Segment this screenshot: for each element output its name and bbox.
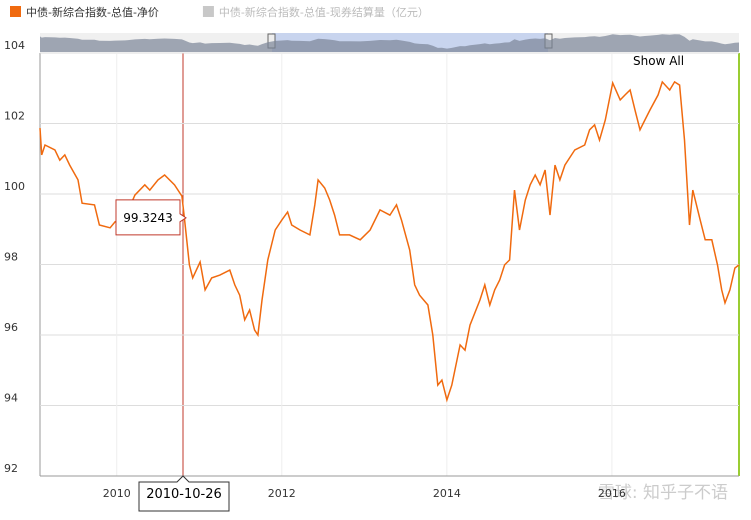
y-tick-label: 98 [4, 251, 18, 264]
watermark: 雪球: 知乎子不语 [598, 483, 728, 503]
legend-label[interactable]: 中债-新综合指数-总值-净价 [26, 5, 159, 19]
navigator-series [40, 34, 739, 52]
y-tick-label: 102 [4, 110, 25, 123]
legend-label[interactable]: 中债-新综合指数-总值-现券结算量（亿元） [219, 5, 429, 19]
legend-swatch[interactable] [202, 6, 214, 17]
tooltip-date-box [138, 475, 230, 512]
tooltip-date: 2010-10-26 [146, 487, 222, 502]
show-all-button[interactable]: Show All [633, 54, 684, 68]
tooltip-box [115, 199, 187, 236]
y-tick-label: 96 [4, 321, 18, 334]
x-tick-label: 2012 [268, 487, 296, 500]
y-tick-label: 92 [4, 462, 18, 475]
x-tick-label: 2010 [103, 487, 131, 500]
y-tick-label: 104 [4, 39, 25, 52]
x-tick-label: 2014 [433, 487, 461, 500]
tooltip-value: 99.3243 [123, 211, 173, 225]
series-line [39, 80, 740, 403]
y-tick-label: 94 [4, 392, 18, 405]
y-tick-label: 100 [4, 180, 25, 193]
x-tick-label: 2016 [598, 487, 626, 500]
legend-swatch[interactable] [10, 6, 21, 17]
